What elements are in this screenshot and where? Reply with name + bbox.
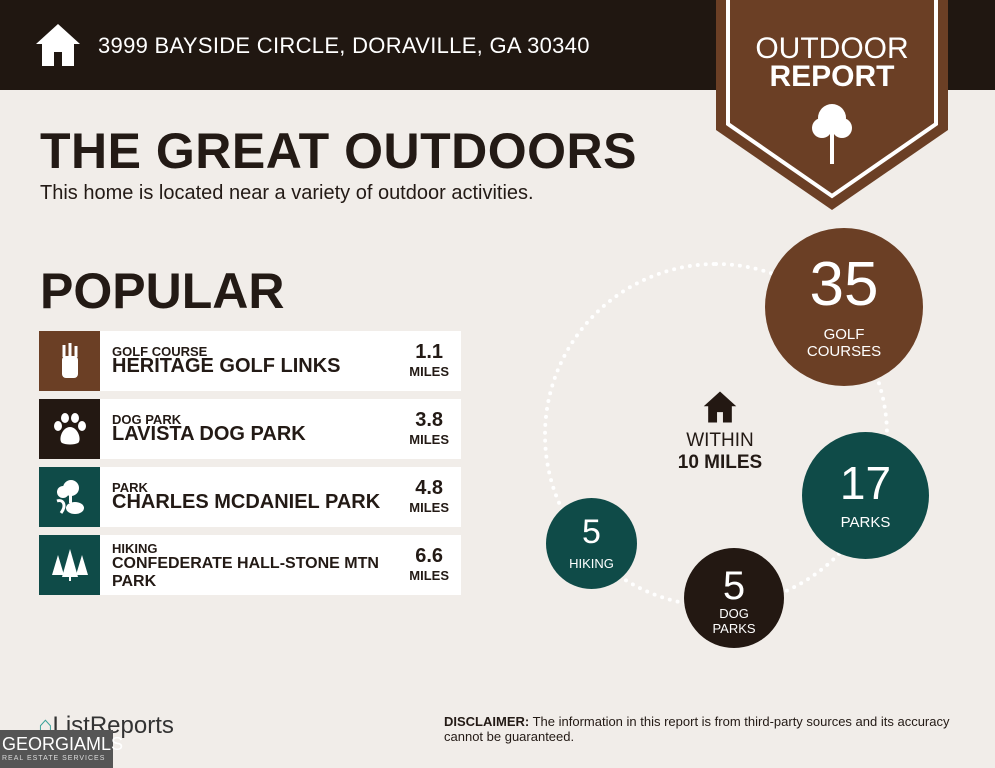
item-name: LAVISTA DOG PARK: [112, 423, 306, 445]
within-radius: WITHIN 10 MILES: [640, 390, 800, 474]
page-subtitle: This home is located near a variety of o…: [40, 182, 534, 204]
item-unit: MILES: [409, 364, 449, 379]
item-name: CONFEDERATE HALL-STONE MTN PARK: [112, 555, 379, 590]
item-distance: 4.8: [415, 477, 444, 499]
property-address: 3999 BAYSIDE CIRCLE, DORAVILLE, GA 30340: [98, 33, 590, 58]
popular-heading: POPULAR: [40, 263, 285, 319]
house-icon: [36, 24, 80, 66]
dog-parks-label: DOG: [719, 606, 749, 621]
golf-label: GOLF COURSES: [806, 326, 882, 360]
dog-parks-count-circle: 5 DOG PARKS: [684, 548, 784, 648]
tree-icon: [812, 104, 852, 164]
within-distance: 10 MILES: [677, 452, 763, 473]
golf-bag-icon: [39, 331, 100, 391]
disclaimer-label: DISCLAIMER:: [444, 714, 530, 729]
parks-label: PARKS: [840, 514, 891, 531]
item-unit: MILES: [409, 500, 449, 515]
item-category: GOLF COURSE: [112, 344, 208, 359]
item-distance: 3.8: [415, 409, 444, 431]
item-distance: 6.6: [415, 545, 444, 567]
hiking-label: HIKING: [569, 556, 614, 571]
georgia-mls-logo: GEORGIAMLS REAL ESTATE SERVICES: [0, 730, 123, 768]
mls-subtext: REAL ESTATE SERVICES: [2, 755, 106, 762]
mls-text: GEORGIAMLS: [2, 734, 124, 754]
dog-parks-count: 5: [722, 564, 746, 608]
item-category: PARK: [112, 480, 148, 495]
paw-icon: [39, 399, 100, 459]
parks-count: 17: [839, 457, 892, 509]
item-name: CHARLES MCDANIEL PARK: [112, 491, 381, 513]
hiking-count: 5: [582, 513, 601, 551]
list-item: GOLF COURSE HERITAGE GOLF LINKS 1.1 MILES: [39, 331, 461, 391]
disclaimer: DISCLAIMER: The information in this repo…: [444, 714, 964, 744]
list-item: PARK CHARLES MCDANIEL PARK 4.8 MILES: [39, 467, 461, 527]
house-icon: [703, 391, 737, 423]
hiking-count-circle: 5 HIKING: [546, 498, 637, 589]
park-icon: [39, 467, 100, 527]
item-unit: MILES: [409, 568, 449, 583]
parks-count-circle: 17 PARKS: [802, 432, 929, 559]
list-item: HIKING CONFEDERATE HALL-STONE MTN PARK 6…: [39, 535, 461, 595]
item-unit: MILES: [409, 432, 449, 447]
item-category: DOG PARK: [112, 412, 182, 427]
item-name: HERITAGE GOLF LINKS: [112, 355, 341, 377]
trees-icon: [39, 535, 100, 595]
within-label: WITHIN: [686, 430, 754, 451]
badge-line1: OUTDOOR: [755, 32, 909, 65]
outdoor-report-badge: OUTDOOR REPORT: [716, 0, 948, 210]
dog-parks-label-2: PARKS: [712, 621, 756, 636]
page-title: THE GREAT OUTDOORS: [40, 123, 637, 179]
golf-count-circle: 35 GOLF COURSES: [765, 228, 923, 386]
list-item: DOG PARK LAVISTA DOG PARK 3.8 MILES: [39, 399, 461, 459]
item-distance: 1.1: [415, 341, 444, 363]
badge-line2: REPORT: [769, 60, 895, 93]
item-category: HIKING: [112, 541, 158, 556]
golf-count: 35: [809, 250, 879, 319]
disclaimer-text: The information in this report is from t…: [444, 714, 950, 744]
